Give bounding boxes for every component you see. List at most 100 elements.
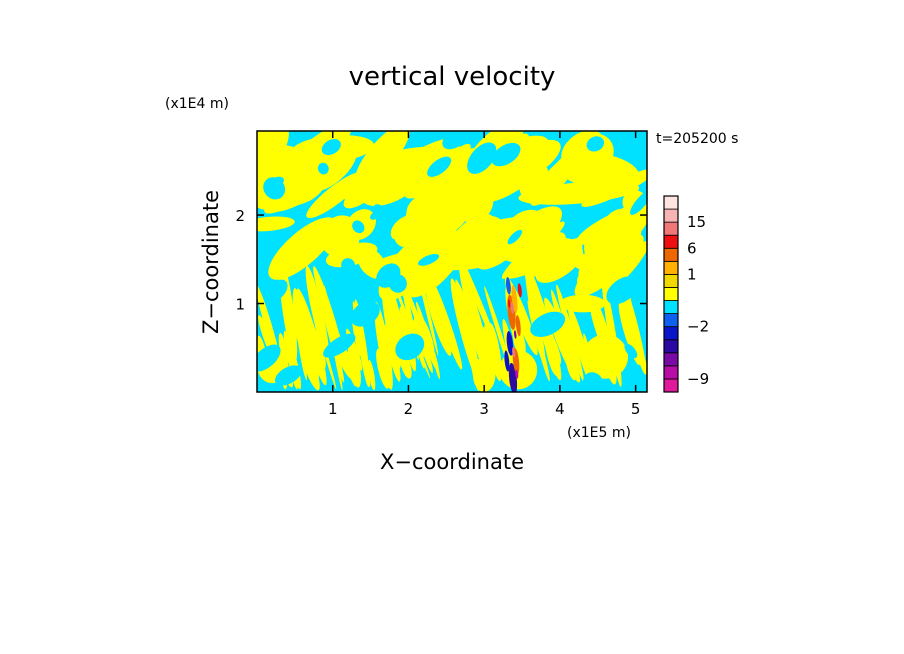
downdraft-region <box>586 136 605 152</box>
wave-band <box>305 265 329 358</box>
wave-streak <box>526 232 566 278</box>
x-tick-label: 3 <box>479 400 489 418</box>
plume-cell <box>510 301 514 315</box>
colorbar-label: 6 <box>687 239 697 257</box>
wave-band <box>312 296 324 374</box>
colorbar-level <box>663 221 679 236</box>
plume-cell <box>515 369 519 379</box>
colorbar-level <box>663 260 679 275</box>
x-axis-ticks: 1 2 3 4 5 <box>328 131 640 418</box>
y-scale-label: (x1E4 m) <box>165 96 229 112</box>
downdraft-region <box>321 139 341 156</box>
downdraft-region <box>341 258 356 273</box>
wave-streak <box>484 151 552 202</box>
downdraft-region <box>547 381 561 392</box>
wave-streak <box>535 244 584 283</box>
wave-band <box>392 337 400 379</box>
colorbar-level <box>663 234 679 249</box>
colorbar-level <box>663 287 679 301</box>
downdraft-region <box>263 177 286 200</box>
wave-streak <box>454 183 494 223</box>
wave-streak <box>268 217 337 280</box>
downdraft-region <box>265 279 288 302</box>
plume-cell <box>515 315 521 337</box>
downdraft-region <box>606 276 639 305</box>
colorbar-level <box>663 300 679 314</box>
downdraft-region <box>352 220 365 234</box>
wave-band <box>429 278 463 370</box>
y-axis-label: Z−coordinate <box>199 190 223 334</box>
colorbar: 15 6 1 −2 −9 <box>663 195 709 393</box>
colorbar-level <box>663 313 679 328</box>
colorbar-level <box>663 326 679 341</box>
wave-band <box>368 359 376 391</box>
colorbar-level <box>663 339 679 354</box>
wave-band <box>459 266 491 367</box>
colorbar-level <box>663 352 679 367</box>
wave-band <box>374 302 393 390</box>
downdraft-region <box>467 142 497 174</box>
colorbar-level <box>663 247 679 262</box>
colorbar-label: 15 <box>687 213 706 231</box>
colorbar-level <box>663 273 679 288</box>
wave-streak <box>390 215 418 241</box>
wave-band <box>401 276 436 369</box>
wave-band <box>298 302 317 361</box>
wave-streak <box>601 208 640 246</box>
wave-streak <box>306 171 365 219</box>
wave-band <box>551 289 576 372</box>
chart-title: vertical velocity <box>349 62 556 92</box>
x-tick-label: 2 <box>404 400 414 418</box>
colorbar-label: −9 <box>687 370 709 388</box>
downdraft-region <box>350 301 380 327</box>
wave-streak <box>406 193 438 223</box>
plume-cell <box>514 330 517 339</box>
updraft-region <box>257 216 295 232</box>
plume-cell <box>507 299 511 308</box>
wave-streak <box>602 241 647 294</box>
downdraft-region <box>427 156 452 177</box>
colorbar-label: −2 <box>687 318 709 336</box>
wave-band <box>416 301 435 361</box>
updraft-region <box>472 356 496 392</box>
updraft-region <box>582 334 629 379</box>
downdraft-region <box>257 344 281 372</box>
downdraft-region <box>323 333 356 358</box>
wave-streak <box>384 137 463 182</box>
downdraft-region <box>624 343 638 359</box>
wave-band <box>618 302 641 365</box>
plume-cell <box>504 350 510 372</box>
wave-band <box>412 247 439 356</box>
y-tick-label: 1 <box>235 296 245 314</box>
wave-streak <box>500 206 563 259</box>
colorbar-level <box>663 208 679 223</box>
wave-band <box>556 284 584 382</box>
convective-plume <box>504 277 522 392</box>
wave-band <box>455 248 500 354</box>
plot-frame <box>256 130 648 393</box>
wave-band <box>425 287 452 356</box>
plume-cell <box>512 346 516 358</box>
wave-streak <box>343 183 377 209</box>
downdraft-region <box>317 162 329 175</box>
x-axis-label: X−coordinate <box>380 450 524 474</box>
colorbar-level <box>663 195 679 210</box>
downdraft-region <box>373 204 391 220</box>
downdraft-region <box>582 372 603 392</box>
time-label: t=205200 s <box>656 131 738 147</box>
wave-streak <box>404 169 457 199</box>
wave-band <box>431 345 440 379</box>
downdraft-region <box>507 229 523 245</box>
x-tick-label: 4 <box>555 400 565 418</box>
y-axis-ticks: 12 <box>235 207 647 314</box>
colorbar-level <box>663 365 679 380</box>
downdraft-region <box>395 333 425 361</box>
downdraft-region <box>491 142 521 167</box>
colorbar-level <box>663 378 679 393</box>
wave-streak <box>257 131 289 190</box>
colorbar-label: 1 <box>687 265 697 283</box>
wave-streak <box>581 168 647 207</box>
x-tick-label: 1 <box>328 400 338 418</box>
